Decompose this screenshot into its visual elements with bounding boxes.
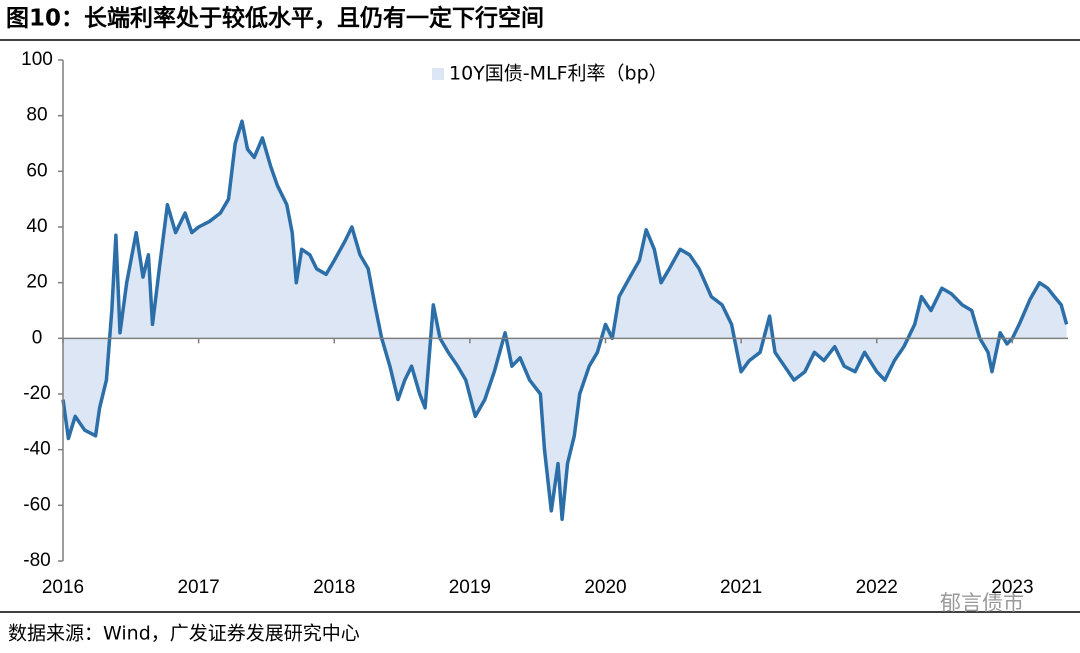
x-tick-label: 2016 [42, 577, 84, 598]
y-tick-label: -40 [23, 439, 50, 460]
x-tick-label: 2017 [177, 577, 219, 598]
y-tick-label: 0 [32, 327, 43, 348]
y-tick-label: 20 [26, 272, 47, 293]
x-tick-label: 2019 [449, 577, 491, 598]
x-tick-label: 2021 [720, 577, 762, 598]
x-tick-label: 2023 [991, 577, 1033, 598]
legend-swatch [432, 68, 444, 80]
series-area [63, 121, 1067, 520]
y-tick-label: 60 [26, 160, 47, 181]
y-tick-label: -60 [23, 494, 50, 515]
y-tick-label: 80 [26, 105, 47, 126]
y-tick-label: -80 [23, 550, 50, 571]
watermark: 郁言债市 [940, 591, 1024, 615]
y-tick-label: -20 [23, 383, 50, 404]
y-tick-label: 100 [21, 49, 53, 70]
y-tick-label: 40 [26, 216, 47, 237]
x-tick-label: 2018 [313, 577, 355, 598]
series-line [61, 119, 1069, 522]
x-tick-label: 2022 [856, 577, 898, 598]
legend-label: 10Y国债-MLF利率（bp） [449, 63, 668, 85]
x-tick-label: 2020 [584, 577, 626, 598]
chart-title: 图10：长端利率处于较低水平，且仍有一定下行空间 [6, 5, 544, 32]
source-note: 数据来源：Wind，广发证券发展研究中心 [8, 623, 360, 645]
